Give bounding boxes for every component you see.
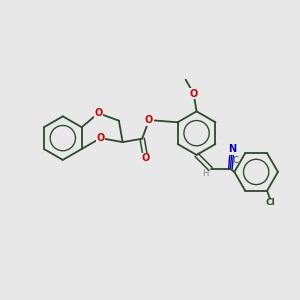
- Text: O: O: [96, 133, 105, 143]
- Text: O: O: [190, 88, 198, 98]
- Text: N: N: [228, 144, 236, 154]
- Text: C: C: [232, 156, 238, 165]
- Text: Cl: Cl: [265, 198, 275, 207]
- Text: O: O: [94, 108, 103, 118]
- Text: O: O: [145, 115, 153, 125]
- Text: O: O: [142, 153, 150, 163]
- Text: H: H: [202, 169, 209, 178]
